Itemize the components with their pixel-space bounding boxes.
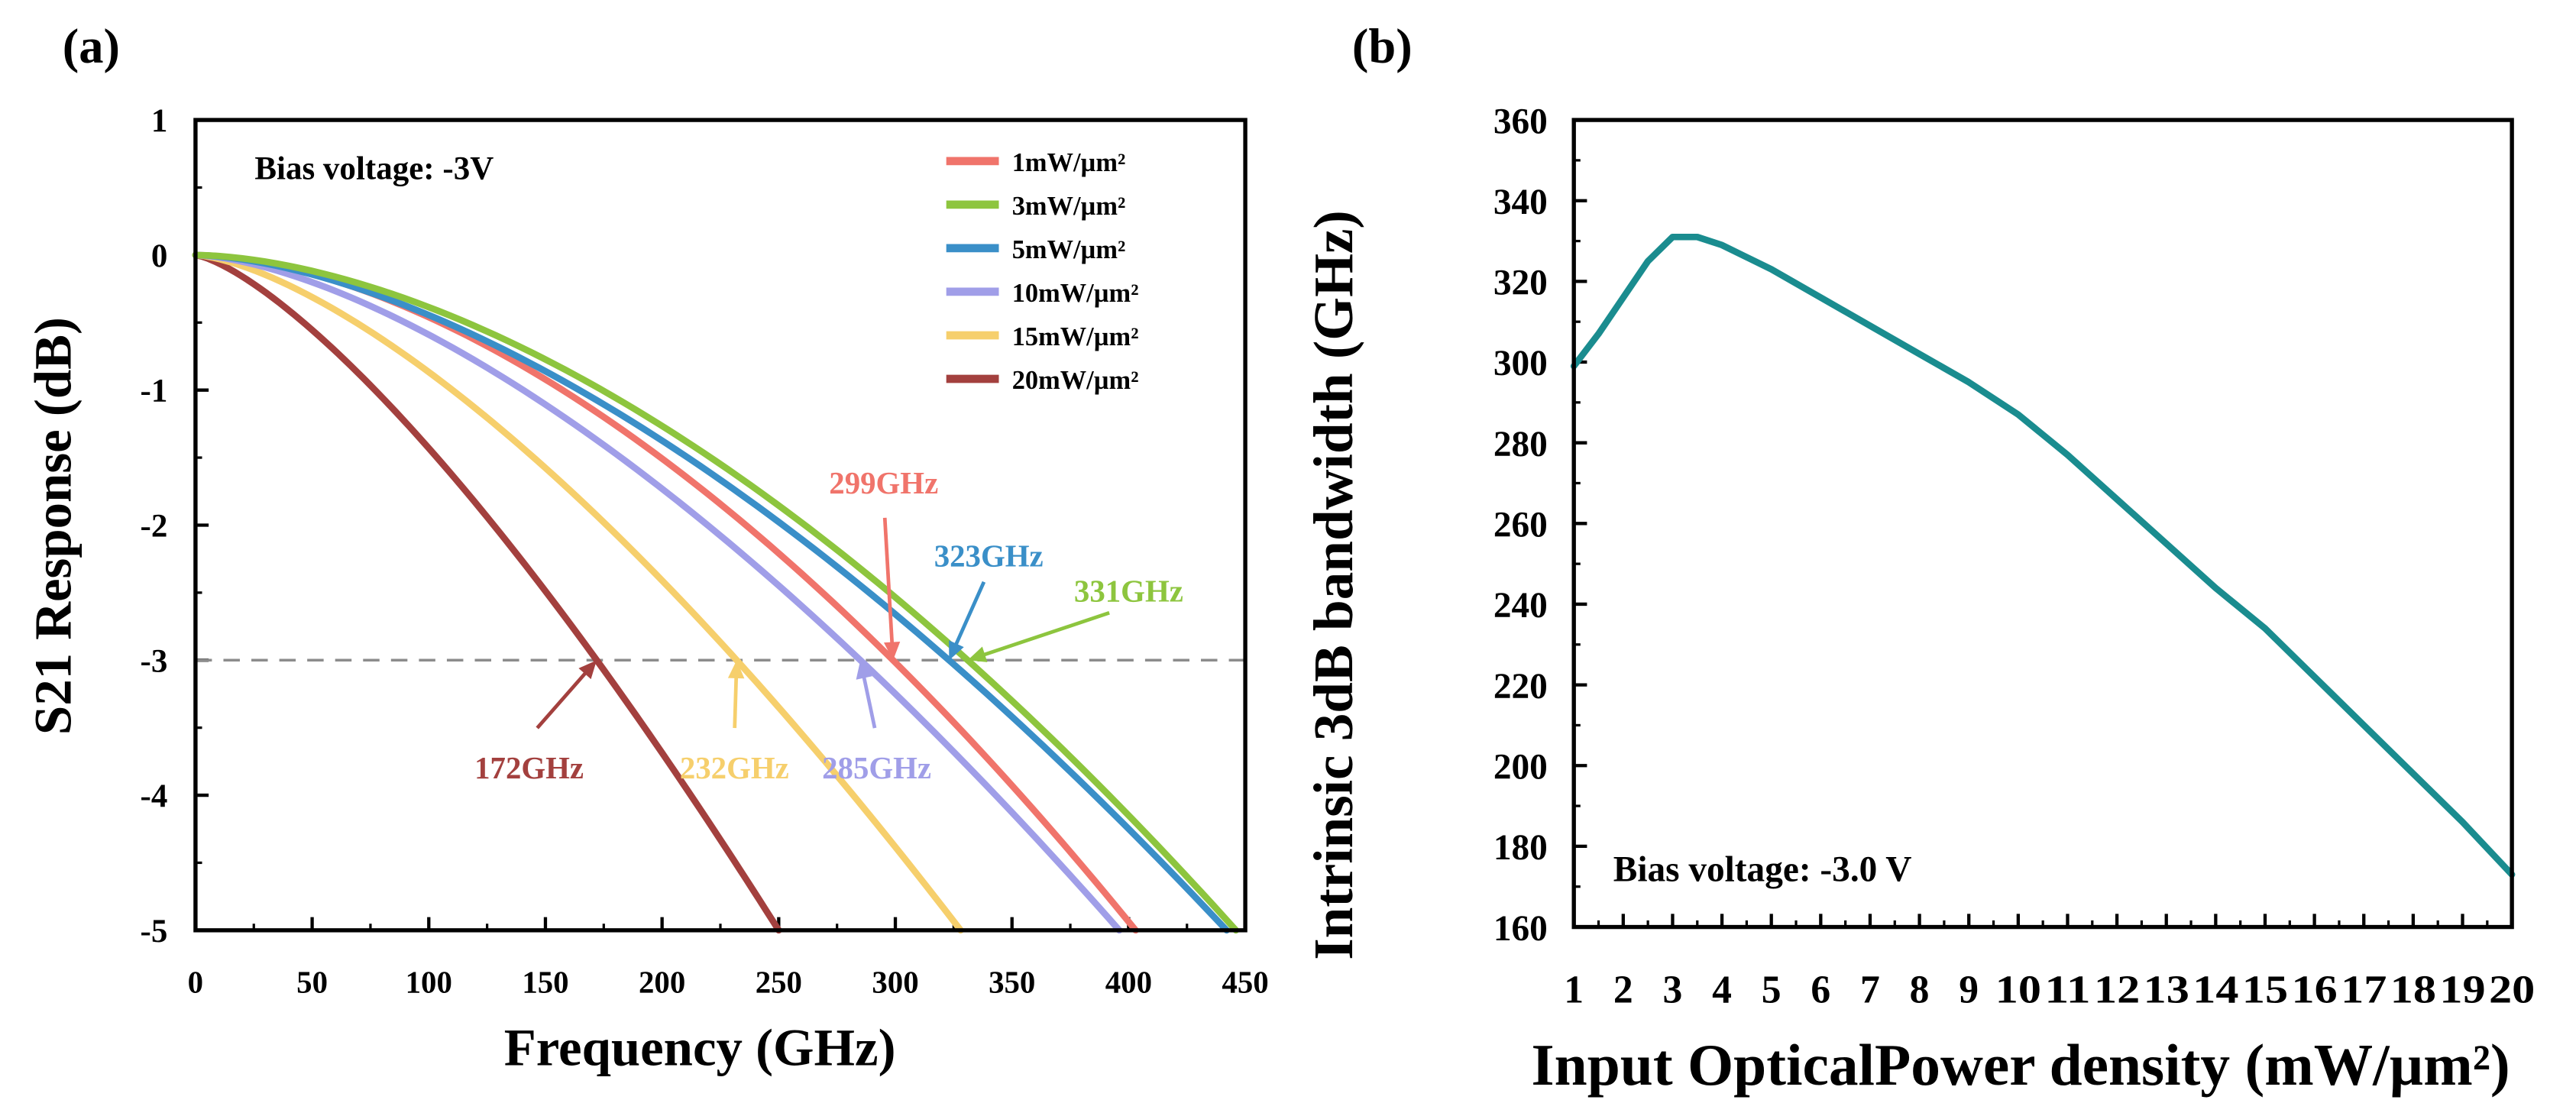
panel-a-legend: 1mW/µm² 3mW/µm² 5mW/µm² 10mW/µm² 15mW/µm² 20m…	[946, 148, 1139, 395]
x-tick-label: 0	[188, 966, 203, 1000]
x-tick-label: 50	[296, 966, 328, 1000]
y-tick-label: 360	[1493, 102, 1548, 141]
x-tick-label: 19	[2439, 969, 2485, 1012]
y-tick-label: -5	[141, 914, 168, 949]
x-tick-label: 11	[2044, 969, 2090, 1012]
x-tick-label: 20	[2489, 969, 2535, 1012]
f3db-arrow-shaft	[949, 581, 986, 657]
panel-a-label: (a)	[63, 18, 120, 73]
x-tick-label: 17	[2341, 969, 2387, 1012]
x-tick-label: 350	[989, 966, 1035, 1000]
x-tick-label: 5	[1762, 969, 1782, 1012]
y-tick-label: 200	[1493, 747, 1548, 787]
panel-a: (a) 0 50 100 150 200 250 300 350 400 450 1 0 -1 -2 -3…	[24, 18, 1268, 1077]
panel-a-f3db-labels: 299GHz 323GHz 331GHz 172GHz 232GHz 285GHz	[474, 466, 1183, 785]
y-tick-label: 240	[1493, 586, 1548, 626]
y-tick-label: -3	[141, 643, 168, 679]
f3db-arrow-head	[883, 642, 901, 661]
legend-label: 15mW/µm²	[1012, 322, 1139, 351]
panel-a-series	[192, 251, 1240, 934]
x-tick-label: 4	[1712, 969, 1732, 1012]
series-line-20mw	[192, 251, 782, 934]
panel-a-arrows	[536, 517, 1110, 729]
panel-b-ticks	[1572, 118, 2514, 929]
panel-b-x-axis-title: Input OpticalPower density (mW/µm²)	[1532, 1032, 2510, 1098]
x-tick-label: 200	[639, 966, 685, 1000]
y-tick-label: -2	[141, 509, 168, 545]
x-tick-label: 450	[1222, 966, 1268, 1000]
x-tick-label: 18	[2390, 969, 2436, 1012]
series-line-10mw	[192, 251, 1123, 934]
panel-a-x-axis-title: Frequency (GHz)	[504, 1018, 896, 1076]
series-line-3mw	[192, 251, 1240, 934]
x-tick-label: 16	[2292, 969, 2338, 1012]
x-tick-label: 13	[2144, 969, 2189, 1012]
series-line-15mw	[192, 251, 964, 934]
f3db-arrow-shaft	[536, 662, 595, 729]
x-tick-label: 10	[1995, 969, 2041, 1012]
legend-label: 3mW/µm²	[1012, 192, 1126, 221]
panel-a-x-tick-labels: 0 50 100 150 200 250 300 350 400 450	[188, 966, 1269, 1000]
panel-b-y-axis-title: Intrinsic 3dB bandwidth (GHz)	[1303, 210, 1364, 960]
panel-a-annotation: Bias voltage: -3V	[254, 151, 494, 187]
f3db-arrow-shaft	[882, 517, 895, 655]
y-tick-label: 260	[1493, 506, 1548, 545]
f3db-label: 172GHz	[474, 751, 584, 785]
x-tick-label: 400	[1105, 966, 1152, 1000]
x-tick-label: 2	[1613, 969, 1633, 1012]
f3db-label: 232GHz	[680, 751, 789, 785]
x-tick-label: 8	[1910, 969, 1930, 1012]
x-tick-label: 14	[2193, 969, 2238, 1012]
panel-b-x-tick-labels: 1 2 3 4 5 6 7 8 9 10 11 12 13 14 15 16 17 18 19 20	[1564, 969, 2535, 1012]
panel-a-y-tick-labels: 1 0 -1 -2 -3 -4 -5	[141, 103, 168, 949]
y-tick-label: 1	[151, 103, 168, 139]
y-tick-label: 0	[151, 238, 168, 274]
x-tick-label: 250	[756, 966, 802, 1000]
y-tick-label: 220	[1493, 667, 1548, 707]
f3db-label: 285GHz	[822, 751, 931, 785]
legend-label: 20mW/µm²	[1012, 366, 1139, 395]
panel-b-annotation: Bias voltage: -3.0 V	[1613, 849, 1912, 889]
x-tick-label: 15	[2242, 969, 2288, 1012]
y-tick-label: 280	[1493, 425, 1548, 464]
series-line-5mw	[192, 251, 1230, 934]
y-tick-label: -1	[141, 374, 168, 409]
f3db-arrow-head	[727, 660, 745, 679]
x-tick-label: 6	[1811, 969, 1830, 1012]
y-tick-label: 320	[1493, 264, 1548, 303]
panel-b-y-tick-labels: 160 180 200 220 240 260 280 300 320 340 360	[1493, 102, 1548, 948]
series-line-bandwidth	[1570, 233, 2516, 878]
f3db-label: 331GHz	[1074, 574, 1183, 608]
y-tick-label: 180	[1493, 828, 1548, 868]
f3db-arrow-shaft	[972, 611, 1110, 661]
panel-b-plot-frame	[1571, 118, 2514, 930]
f3db-label: 323GHz	[934, 539, 1044, 573]
x-tick-label: 150	[522, 966, 568, 1000]
legend-label: 5mW/µm²	[1012, 235, 1126, 264]
x-tick-label: 100	[406, 966, 452, 1000]
f3db-arrow-head	[856, 660, 872, 680]
f3db-arrow-head	[949, 640, 964, 661]
legend-label: 1mW/µm²	[1012, 148, 1126, 177]
x-tick-label: 9	[1959, 969, 1979, 1012]
x-tick-label: 7	[1860, 969, 1880, 1012]
f3db-arrow-head	[578, 660, 597, 680]
panel-b-series	[1570, 233, 2516, 878]
panel-a-plot-frame	[193, 118, 1248, 933]
y-tick-label: -4	[141, 778, 168, 814]
y-tick-label: 340	[1493, 183, 1548, 222]
x-tick-label: 3	[1663, 969, 1683, 1012]
y-tick-label: 300	[1493, 344, 1548, 383]
panel-b: (b) 1 2 3 4 5 6 7 8 9 10 11 12 13 14 15 16 17 18 19 20 1601…	[1303, 18, 2535, 1098]
x-tick-label: 300	[872, 966, 918, 1000]
x-tick-label: 1	[1564, 969, 1584, 1012]
f3db-label: 299GHz	[829, 466, 938, 500]
panel-b-label: (b)	[1352, 18, 1413, 73]
legend-label: 10mW/µm²	[1012, 279, 1139, 308]
y-tick-label: 160	[1493, 909, 1548, 949]
x-tick-label: 12	[2094, 969, 2140, 1012]
f3db-arrow-head	[967, 646, 988, 662]
panel-a-y-axis-title: S21 Response (dB)	[24, 317, 82, 735]
